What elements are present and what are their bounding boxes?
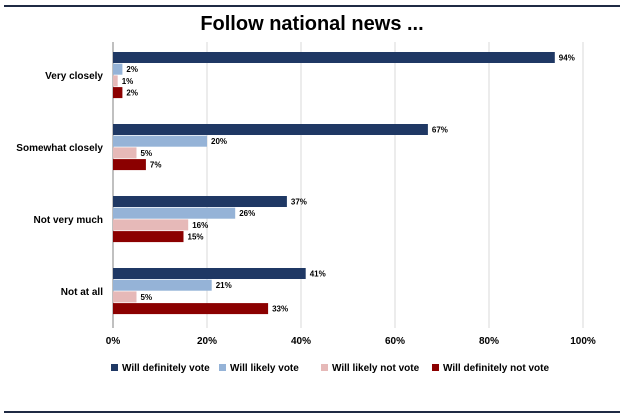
bar [113,124,428,135]
bar [113,135,207,147]
legend-label: Will likely not vote [332,363,420,374]
data-label: 2% [126,65,138,74]
bar [113,268,306,279]
bar [113,63,123,75]
data-label: 5% [141,149,153,158]
bar [113,196,287,207]
bar [113,52,555,63]
legend-swatch [321,364,328,371]
x-tick-label: 100% [570,336,596,347]
data-label: 15% [188,233,204,242]
data-label: 41% [310,270,326,279]
data-labels: 94% 2% 1% 2% 67% 20% 5% 7% 37% 26% 16% 15% 41% 21% 5% 3… [122,54,575,314]
legend-label: Will definitely vote [122,363,210,374]
category-label: Somewhat closely [16,143,103,154]
bar [113,279,212,291]
data-label: 7% [150,161,162,170]
bar [113,291,137,303]
legend: Will definitely vote Will likely vote Will… [111,363,549,374]
legend-swatch [432,364,439,371]
legend-label: Will likely vote [230,363,299,374]
bar [113,303,269,315]
x-tick-label: 60% [385,336,405,347]
x-tick-label: 0% [106,336,121,347]
bar [113,87,123,99]
data-label: 21% [216,281,232,290]
bar [113,75,118,87]
category-label: Very closely [45,71,103,82]
bar [113,207,236,219]
data-label: 2% [126,89,138,98]
bar [113,159,146,171]
chart-title: Follow national news ... [200,13,423,35]
bar [113,231,184,243]
x-tick-label: 40% [291,336,311,347]
legend-swatch [111,364,118,371]
data-label: 5% [141,293,153,302]
x-tick-label: 20% [197,336,217,347]
data-label: 33% [272,305,288,314]
data-label: 37% [291,198,307,207]
data-label: 94% [559,54,575,63]
data-label: 16% [192,221,208,230]
category-label: Not at all [61,287,103,298]
data-label: 20% [211,137,227,146]
legend-label: Will definitely not vote [443,363,549,374]
x-tick-label: 80% [479,336,499,347]
legend-swatch [219,364,226,371]
data-label: 26% [239,209,255,218]
bar [113,219,189,231]
bars [113,52,555,315]
x-tick-labels: 0% 20% 40% 60% 80% 100% [106,336,596,347]
category-label: Not very much [34,215,103,226]
category-labels: Very closely Somewhat closely Not very muc… [16,71,103,298]
data-label: 67% [432,126,448,135]
data-label: 1% [122,77,134,86]
bar [113,147,137,159]
